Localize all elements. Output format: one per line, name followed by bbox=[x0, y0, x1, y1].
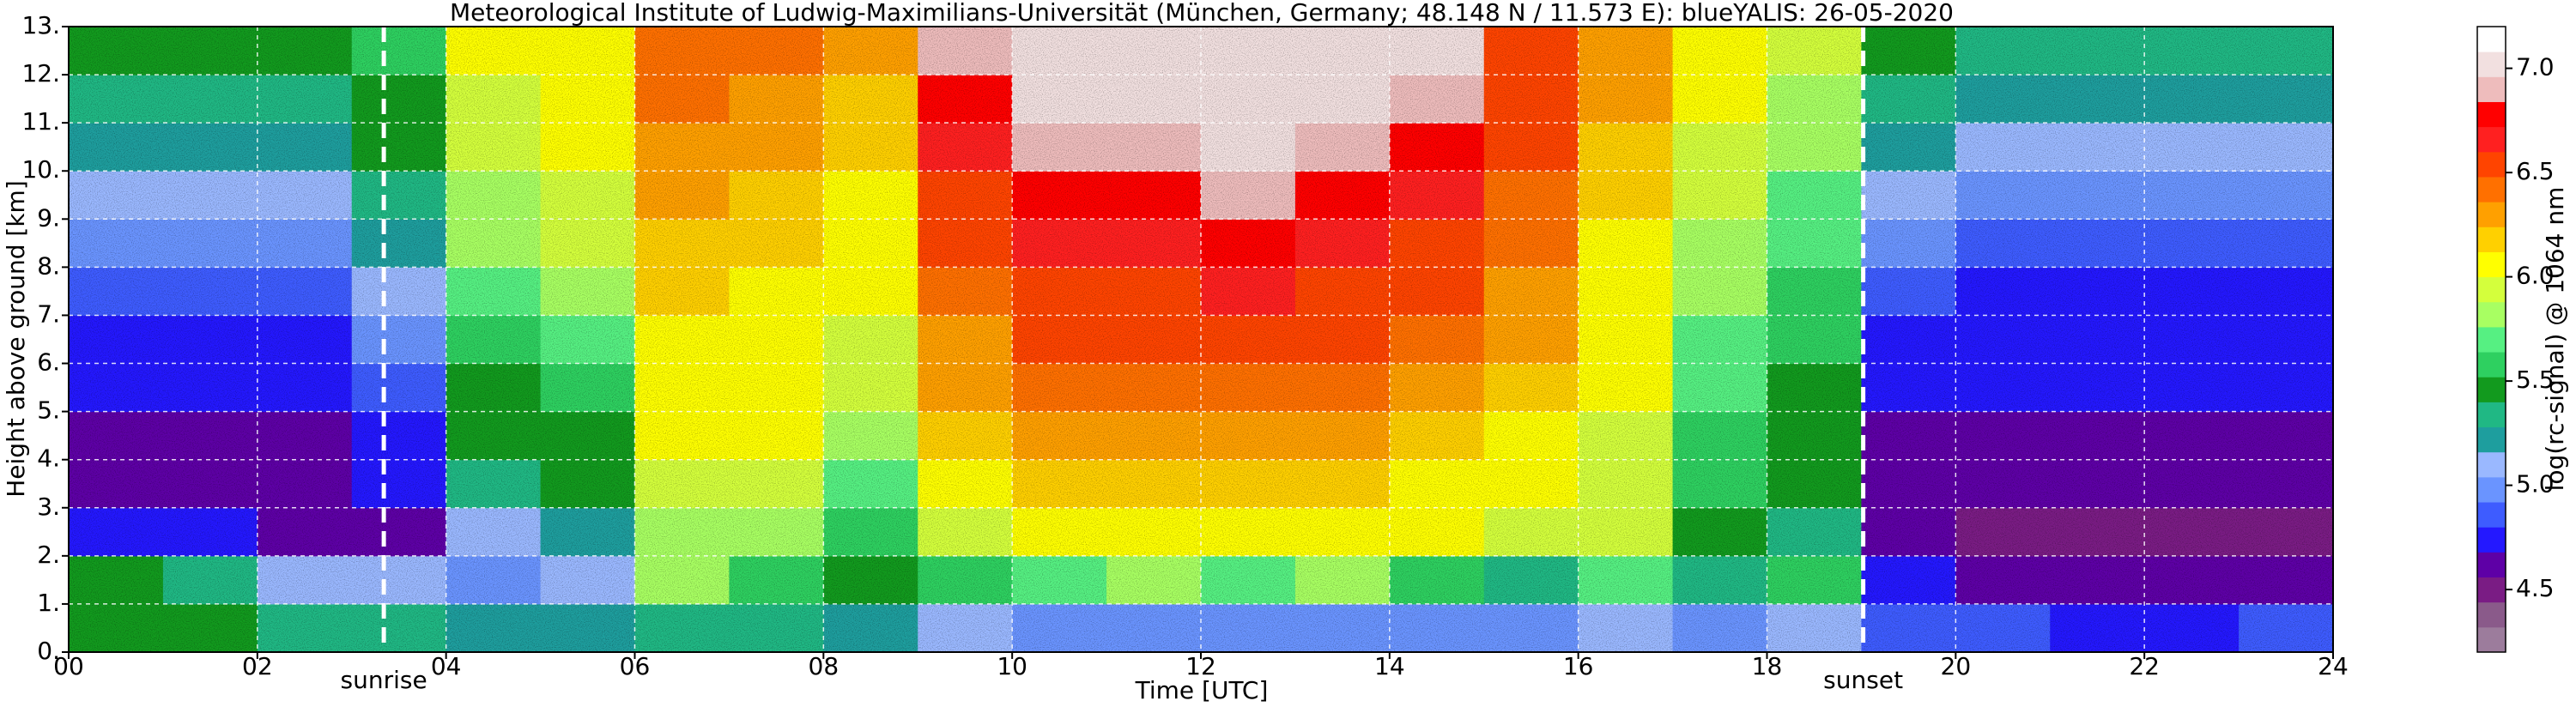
y-tick-label: 0. bbox=[37, 637, 60, 665]
colorbar-segment bbox=[2477, 476, 2506, 503]
colorbar-segment bbox=[2477, 451, 2506, 478]
colorbar-segment bbox=[2477, 151, 2506, 178]
colorbar-segment bbox=[2477, 577, 2506, 603]
colorbar-segment bbox=[2477, 202, 2506, 227]
colorbar-segment bbox=[2477, 227, 2506, 252]
colorbar-segment bbox=[2477, 552, 2506, 578]
colorbar-segment bbox=[2477, 402, 2506, 428]
colorbar-segment bbox=[2477, 276, 2506, 303]
colorbar-segment bbox=[2477, 377, 2506, 402]
colorbar-tick-label: 6.0 bbox=[2516, 262, 2555, 290]
colorbar-label: log(rc-signal) @ 1064 nm bbox=[2541, 187, 2569, 492]
colorbar-segment bbox=[2477, 251, 2506, 278]
y-axis-label: Height above ground [km] bbox=[2, 180, 30, 498]
y-tick-label: 11. bbox=[21, 107, 60, 136]
y-tick-label: 13. bbox=[21, 11, 60, 39]
annotation-label: sunrise bbox=[341, 666, 427, 694]
plot-frame bbox=[68, 26, 2334, 653]
y-tick-label: 4. bbox=[37, 444, 60, 473]
chart-title: Meteorological Institute of Ludwig-Maxim… bbox=[450, 0, 1954, 27]
x-tick-label: 16 bbox=[1563, 652, 1594, 680]
x-tick-label: 04 bbox=[431, 652, 462, 680]
colorbar-segment bbox=[2477, 527, 2506, 553]
y-tick-label: 3. bbox=[37, 492, 60, 521]
x-tick-label: 20 bbox=[1941, 652, 1972, 680]
colorbar-segment bbox=[2477, 326, 2506, 353]
colorbar-segment bbox=[2477, 352, 2506, 378]
colorbar-tick-label: 5.5 bbox=[2516, 366, 2555, 394]
y-tick-label: 7. bbox=[37, 299, 60, 328]
y-tick-label: 10. bbox=[21, 155, 60, 184]
y-tick-label: 5. bbox=[37, 396, 60, 425]
y-tick-label: 12. bbox=[21, 59, 60, 88]
y-tick-label: 8. bbox=[37, 251, 60, 280]
x-tick-label: 10 bbox=[997, 652, 1027, 680]
colorbar-tick-label: 7.0 bbox=[2516, 53, 2555, 82]
colorbar-segment bbox=[2477, 76, 2506, 102]
colorbar-segment bbox=[2477, 27, 2506, 52]
y-tick-label: 1. bbox=[37, 589, 60, 617]
colorbar-segment bbox=[2477, 126, 2506, 153]
y-tick-label: 2. bbox=[37, 541, 60, 569]
x-tick-label: 12 bbox=[1185, 652, 1216, 680]
colorbar-segment bbox=[2477, 601, 2506, 628]
colorbar-segment bbox=[2477, 176, 2506, 202]
x-axis-label: Time [UTC] bbox=[1135, 676, 1269, 704]
colorbar-segment bbox=[2477, 426, 2506, 453]
colorbar-frame bbox=[2476, 26, 2506, 653]
colorbar-tick-label: 4.5 bbox=[2516, 574, 2555, 602]
colorbar-tick-label: 6.5 bbox=[2516, 157, 2555, 185]
x-tick-label: 14 bbox=[1374, 652, 1405, 680]
x-tick-label: 24 bbox=[2318, 652, 2349, 680]
x-tick-label: 06 bbox=[620, 652, 651, 680]
colorbar-segment bbox=[2477, 101, 2506, 128]
y-tick-label: 6. bbox=[37, 348, 60, 377]
y-tick-label: 9. bbox=[37, 203, 60, 232]
colorbar-segment bbox=[2477, 626, 2506, 653]
x-tick-label: 18 bbox=[1752, 652, 1783, 680]
colorbar-segment bbox=[2477, 51, 2506, 77]
x-tick-label: 00 bbox=[53, 652, 84, 680]
x-tick-label: 22 bbox=[2129, 652, 2160, 680]
x-tick-label: 02 bbox=[242, 652, 273, 680]
colorbar-tick-label: 5.0 bbox=[2516, 470, 2555, 499]
colorbar-segment bbox=[2477, 502, 2506, 528]
x-tick-label: 08 bbox=[809, 652, 839, 680]
annotation-label: sunset bbox=[1823, 666, 1903, 694]
colorbar-segment bbox=[2477, 301, 2506, 328]
